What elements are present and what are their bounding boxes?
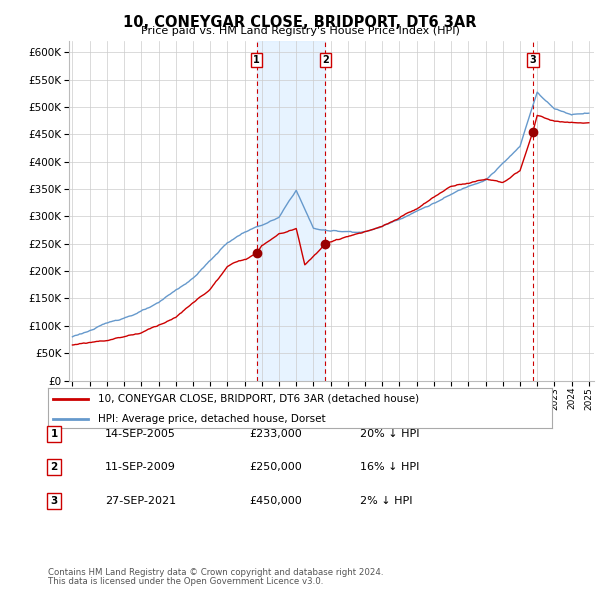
Text: This data is licensed under the Open Government Licence v3.0.: This data is licensed under the Open Gov…	[48, 577, 323, 586]
Text: HPI: Average price, detached house, Dorset: HPI: Average price, detached house, Dors…	[98, 414, 326, 424]
Text: 10, CONEYGAR CLOSE, BRIDPORT, DT6 3AR (detached house): 10, CONEYGAR CLOSE, BRIDPORT, DT6 3AR (d…	[98, 394, 419, 404]
Text: 10, CONEYGAR CLOSE, BRIDPORT, DT6 3AR: 10, CONEYGAR CLOSE, BRIDPORT, DT6 3AR	[123, 15, 477, 30]
Text: £250,000: £250,000	[249, 463, 302, 472]
Text: 20% ↓ HPI: 20% ↓ HPI	[360, 429, 419, 438]
Text: £450,000: £450,000	[249, 496, 302, 506]
Text: 2: 2	[322, 55, 329, 65]
Text: 1: 1	[253, 55, 260, 65]
Text: Price paid vs. HM Land Registry's House Price Index (HPI): Price paid vs. HM Land Registry's House …	[140, 26, 460, 36]
Text: 27-SEP-2021: 27-SEP-2021	[105, 496, 176, 506]
Text: 2: 2	[50, 463, 58, 472]
Text: 16% ↓ HPI: 16% ↓ HPI	[360, 463, 419, 472]
Text: 3: 3	[50, 496, 58, 506]
Text: 1: 1	[50, 429, 58, 438]
Text: 3: 3	[530, 55, 536, 65]
Text: 14-SEP-2005: 14-SEP-2005	[105, 429, 176, 438]
Text: £233,000: £233,000	[249, 429, 302, 438]
Text: 2% ↓ HPI: 2% ↓ HPI	[360, 496, 413, 506]
Text: Contains HM Land Registry data © Crown copyright and database right 2024.: Contains HM Land Registry data © Crown c…	[48, 568, 383, 577]
Text: 11-SEP-2009: 11-SEP-2009	[105, 463, 176, 472]
Bar	[257, 41, 325, 381]
